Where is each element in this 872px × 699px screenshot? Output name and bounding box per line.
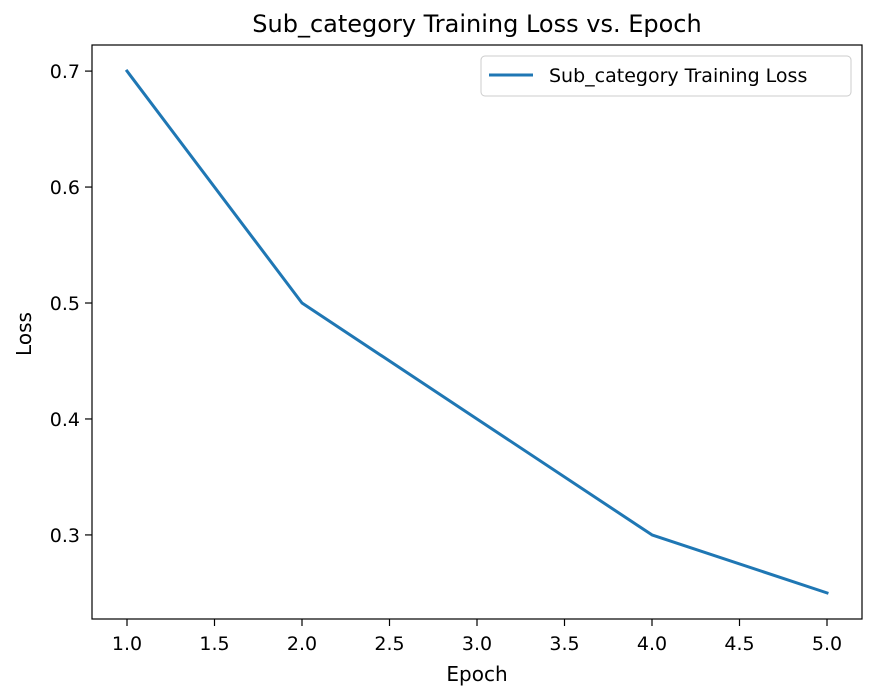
chart-title: Sub_category Training Loss vs. Epoch: [252, 10, 701, 38]
x-tick-label: 3.5: [549, 633, 579, 655]
x-axis-ticks: 1.0 1.5 2.0 2.5 3.0 3.5 4.0 4.5 5.0: [112, 619, 842, 655]
series-line: [124, 68, 829, 595]
x-tick-label: 4.5: [724, 633, 754, 655]
y-tick-label: 0.3: [50, 525, 80, 547]
x-axis-label: Epoch: [446, 662, 507, 686]
plot-frame: [91, 44, 863, 620]
x-tick-label: 2.5: [374, 633, 404, 655]
legend-label: Sub_category Training Loss: [549, 65, 807, 87]
y-tick-label: 0.6: [50, 177, 80, 199]
x-tick-label: 5.0: [812, 633, 842, 655]
x-tick-label: 1.0: [112, 633, 142, 655]
legend: Sub_category Training Loss: [480, 55, 852, 97]
y-axis-ticks: 0.3 0.4 0.5 0.6 0.7: [50, 61, 92, 547]
x-tick-label: 3.0: [462, 633, 492, 655]
y-tick-label: 0.5: [50, 293, 80, 315]
y-axis-label: Loss: [12, 312, 36, 356]
y-tick-label: 0.4: [50, 409, 80, 431]
x-tick-label: 1.5: [199, 633, 229, 655]
x-tick-label: 4.0: [637, 633, 667, 655]
plot-lines: [124, 68, 829, 595]
legend-box: [480, 55, 852, 97]
x-tick-label: 2.0: [287, 633, 317, 655]
y-tick-label: 0.7: [50, 61, 80, 83]
